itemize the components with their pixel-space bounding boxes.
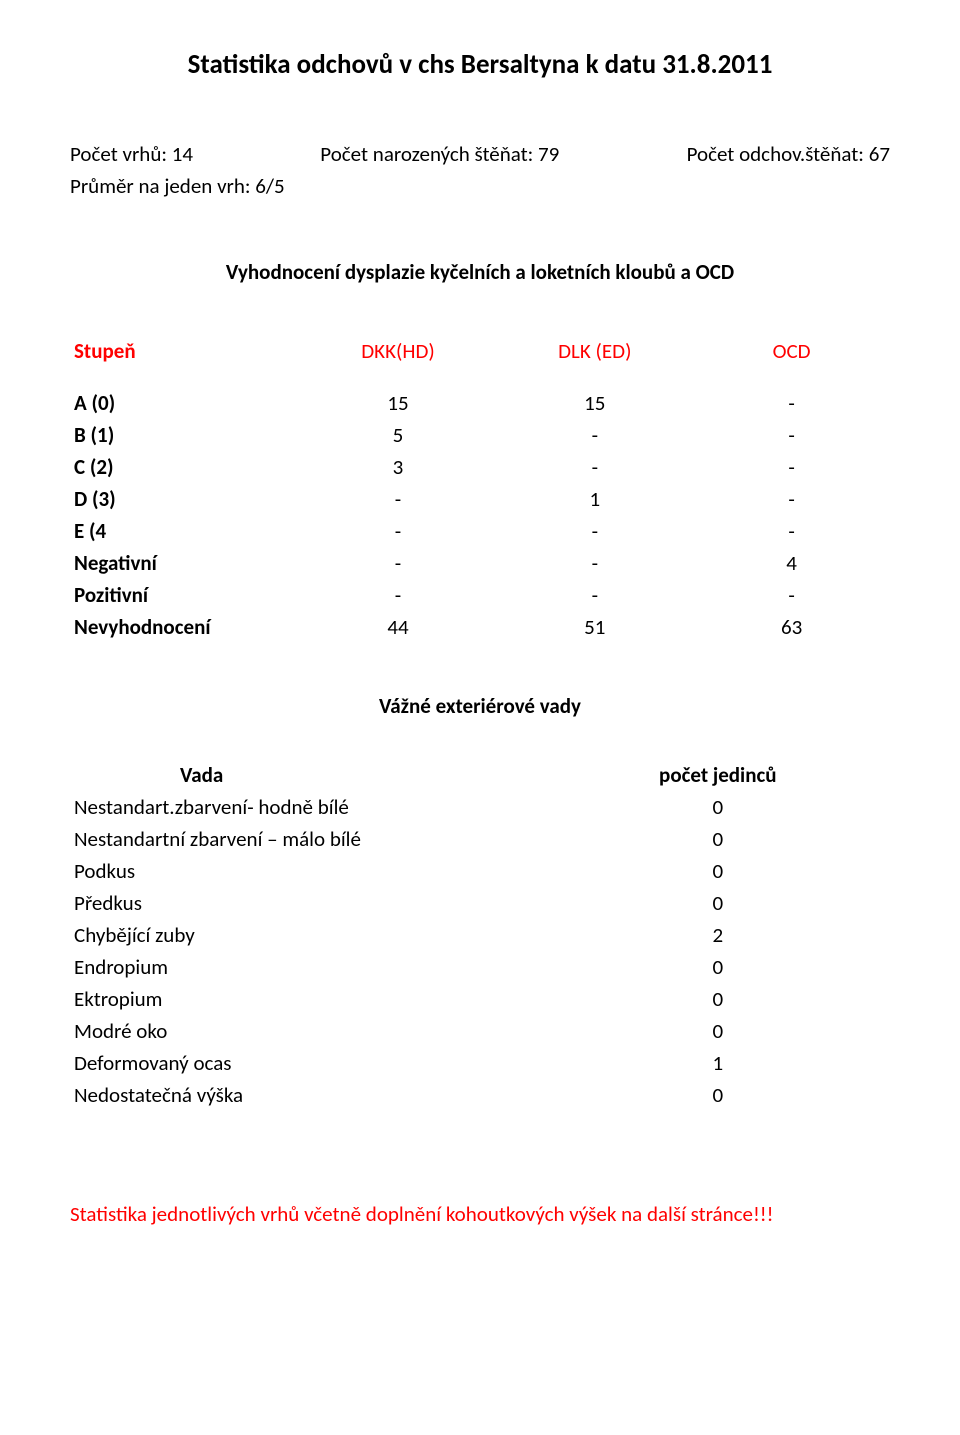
dysplasia-cell: 15 [496,387,693,419]
table-row: Modré oko 0 [70,1015,890,1047]
defects-col-pocet: počet jedinců [546,759,890,791]
dysplasia-cell: - [300,579,497,611]
defect-value: 0 [546,823,890,855]
dysplasia-col-stupen: Stupeň [70,335,300,367]
table-row: Nedostatečná výška 0 [70,1079,890,1111]
dysplasia-cell: - [693,515,890,547]
dysplasia-cell: - [496,515,693,547]
defects-header-row: Vada počet jedinců [70,759,890,791]
defect-value: 1 [546,1047,890,1079]
defect-label: Nestandartní zbarvení – málo bílé [70,823,546,855]
dysplasia-col-ocd: OCD [693,335,890,367]
defects-col-vada: Vada [70,759,546,791]
dysplasia-header-row: Stupeň DKK(HD) DLK (ED) OCD [70,335,890,367]
dysplasia-cell: - [693,451,890,483]
table-row: E (4 - - - [70,515,890,547]
dysplasia-cell: - [300,515,497,547]
page-title: Statistika odchovů v chs Bersaltyna k da… [70,48,890,81]
dysplasia-cell: 15 [300,387,497,419]
counts-row: Počet vrhů: 14 Počet narozených štěňat: … [70,141,890,167]
dysplasia-row-label: Negativní [70,547,300,579]
dysplasia-cell: - [693,419,890,451]
defect-label: Endropium [70,951,546,983]
dysplasia-cell: - [300,547,497,579]
table-row: C (2) 3 - - [70,451,890,483]
counts-odchov-label: Počet odchov.štěňat: [687,141,864,167]
counts-odchov-value: 67 [869,141,890,167]
dysplasia-spacer-row [70,367,890,387]
defect-label: Nedostatečná výška [70,1079,546,1111]
defect-label: Nestandart.zbarvení- hodně bílé [70,791,546,823]
defect-label: Deformovaný ocas [70,1047,546,1079]
dysplasia-cell: - [496,547,693,579]
dysplasia-cell: 5 [300,419,497,451]
avg-label: Průměr na jeden vrh: [70,173,251,199]
table-row: Předkus 0 [70,887,890,919]
table-row: Pozitivní - - - [70,579,890,611]
table-row: Endropium 0 [70,951,890,983]
counts-vrhu-value: 14 [172,141,193,167]
dysplasia-row-label: A (0) [70,387,300,419]
counts-narozenych-value: 79 [538,141,559,167]
table-row: Nevyhodnocení 44 51 63 [70,611,890,643]
dysplasia-cell: - [496,451,693,483]
dysplasia-row-label: E (4 [70,515,300,547]
dysplasia-cell: 3 [300,451,497,483]
table-row: Deformovaný ocas 1 [70,1047,890,1079]
counts-narozenych: Počet narozených štěňat: 79 [320,141,559,167]
defect-value: 0 [546,855,890,887]
dysplasia-cell: - [496,419,693,451]
table-row: Chybějící zuby 2 [70,919,890,951]
table-row: Ektropium 0 [70,983,890,1015]
counts-narozenych-label: Počet narozených štěňat: [320,141,533,167]
dysplasia-cell: 63 [693,611,890,643]
dysplasia-cell: 51 [496,611,693,643]
defect-value: 0 [546,887,890,919]
dysplasia-heading: Vyhodnocení dysplazie kyčelních a loketn… [70,259,890,285]
footer-note: Statistika jednotlivých vrhů včetně dopl… [70,1201,890,1227]
counts-vrhu-label: Počet vrhů: [70,141,167,167]
defects-heading: Vážné exteriérové vady [70,693,890,719]
dysplasia-row-label: Pozitivní [70,579,300,611]
table-row: Negativní - - 4 [70,547,890,579]
dysplasia-col-dlk: DLK (ED) [496,335,693,367]
dysplasia-cell: 4 [693,547,890,579]
defect-label: Předkus [70,887,546,919]
dysplasia-row-label: B (1) [70,419,300,451]
avg-value: 6/5 [255,173,284,199]
table-row: A (0) 15 15 - [70,387,890,419]
counts-odchov: Počet odchov.štěňat: 67 [687,141,890,167]
dysplasia-table: Stupeň DKK(HD) DLK (ED) OCD A (0) 15 15 … [70,335,890,643]
defect-value: 0 [546,1015,890,1047]
dysplasia-row-label: Nevyhodnocení [70,611,300,643]
table-row: Podkus 0 [70,855,890,887]
defect-label: Podkus [70,855,546,887]
dysplasia-cell: 44 [300,611,497,643]
dysplasia-cell: 1 [496,483,693,515]
table-row: Nestandartní zbarvení – málo bílé 0 [70,823,890,855]
table-row: Nestandart.zbarvení- hodně bílé 0 [70,791,890,823]
defect-value: 0 [546,1079,890,1111]
table-row: B (1) 5 - - [70,419,890,451]
defect-value: 0 [546,951,890,983]
avg-row: Průměr na jeden vrh: 6/5 [70,173,890,199]
dysplasia-row-label: C (2) [70,451,300,483]
table-row: D (3) - 1 - [70,483,890,515]
defect-value: 0 [546,791,890,823]
dysplasia-row-label: D (3) [70,483,300,515]
dysplasia-col-dkk: DKK(HD) [300,335,497,367]
counts-vrhu: Počet vrhů: 14 [70,141,193,167]
defect-label: Chybějící zuby [70,919,546,951]
dysplasia-cell: - [693,483,890,515]
defect-label: Modré oko [70,1015,546,1047]
defect-value: 2 [546,919,890,951]
defect-value: 0 [546,983,890,1015]
defects-table: Vada počet jedinců Nestandart.zbarvení- … [70,759,890,1111]
dysplasia-cell: - [693,579,890,611]
dysplasia-cell: - [496,579,693,611]
defect-label: Ektropium [70,983,546,1015]
dysplasia-cell: - [300,483,497,515]
dysplasia-cell: - [693,387,890,419]
